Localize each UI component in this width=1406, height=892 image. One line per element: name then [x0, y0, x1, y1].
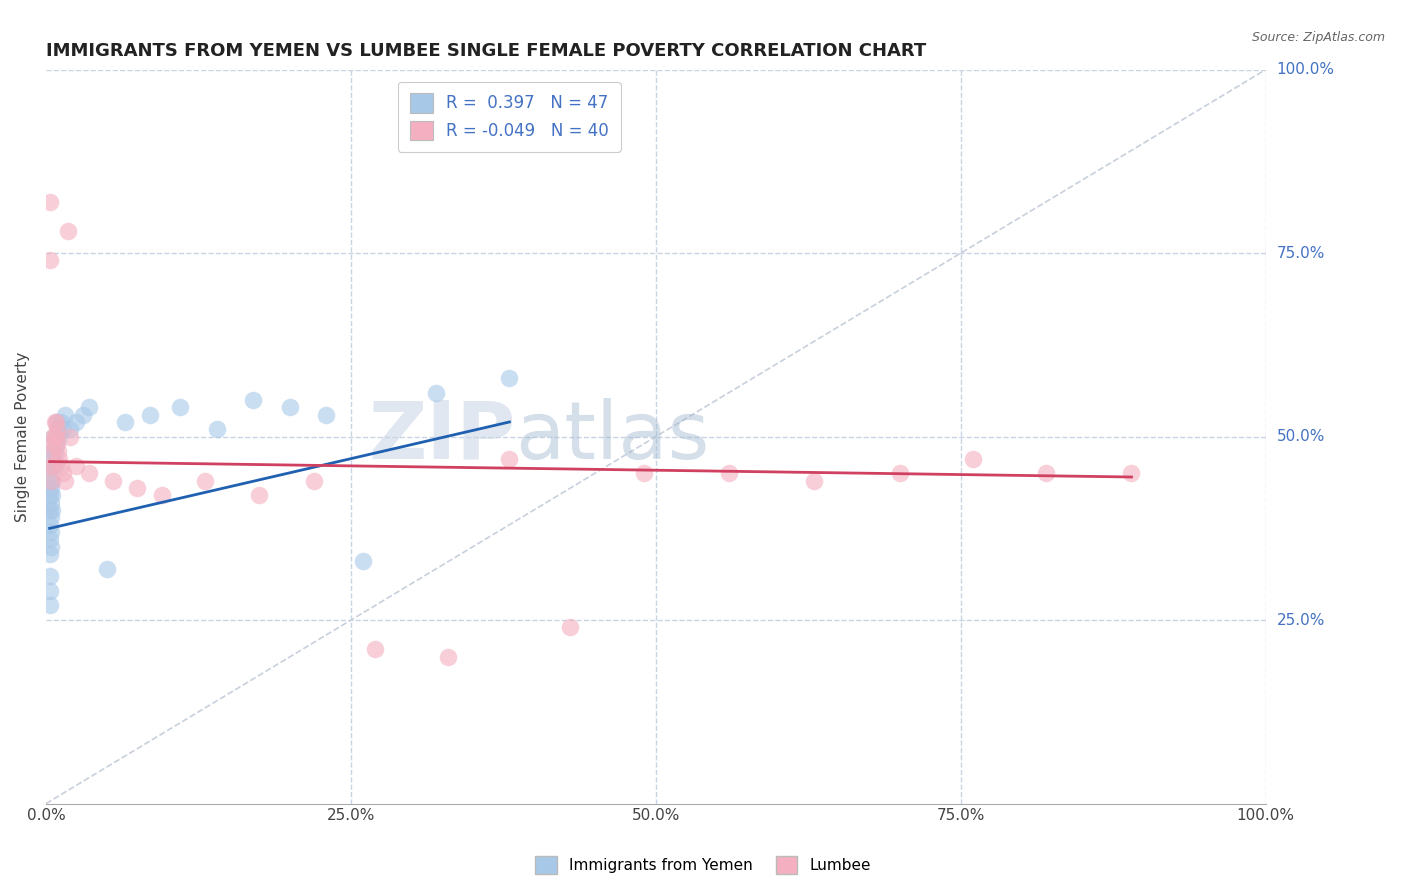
Text: 100.0%: 100.0%: [1277, 62, 1334, 77]
Point: [49, 415, 72, 429]
Point: [44, 429, 66, 443]
Point: [59, 429, 82, 443]
Point: [1121, 467, 1143, 481]
Point: [48, 451, 70, 466]
Point: [169, 401, 191, 415]
Point: [498, 451, 520, 466]
Point: [42, 437, 65, 451]
Point: [1035, 467, 1057, 481]
Point: [41, 458, 63, 473]
Point: [205, 422, 228, 436]
Point: [65, 415, 87, 429]
Point: [46, 444, 69, 458]
Point: [56, 224, 79, 238]
Text: ZIP: ZIP: [368, 398, 516, 475]
Point: [437, 649, 460, 664]
Point: [803, 474, 825, 488]
Point: [41, 444, 63, 458]
Point: [249, 488, 271, 502]
Point: [46, 422, 69, 436]
Point: [39, 481, 62, 495]
Point: [717, 467, 740, 481]
Point: [38, 569, 60, 583]
Point: [560, 620, 582, 634]
Point: [49, 458, 72, 473]
Point: [498, 371, 520, 385]
Point: [52, 422, 75, 436]
Legend: R =  0.397   N = 47, R = -0.049   N = 40: R = 0.397 N = 47, R = -0.049 N = 40: [398, 82, 621, 152]
Point: [77, 401, 100, 415]
Point: [39, 510, 62, 524]
Point: [46, 422, 69, 436]
Point: [41, 488, 63, 502]
Point: [38, 474, 60, 488]
Point: [44, 415, 66, 429]
Point: [38, 253, 60, 268]
Point: [304, 474, 326, 488]
Point: [45, 429, 67, 443]
Point: [114, 415, 136, 429]
Point: [425, 385, 447, 400]
Legend: Immigrants from Yemen, Lumbee: Immigrants from Yemen, Lumbee: [529, 850, 877, 880]
Point: [45, 437, 67, 451]
Point: [42, 429, 65, 443]
Point: [39, 496, 62, 510]
Point: [38, 488, 60, 502]
Point: [42, 451, 65, 466]
Text: atlas: atlas: [516, 398, 710, 475]
Point: [39, 524, 62, 539]
Point: [59, 422, 82, 436]
Text: 25.0%: 25.0%: [1277, 613, 1324, 628]
Y-axis label: Single Female Poverty: Single Female Poverty: [15, 351, 30, 522]
Point: [138, 408, 160, 422]
Point: [315, 408, 337, 422]
Text: Source: ZipAtlas.com: Source: ZipAtlas.com: [1251, 31, 1385, 45]
Point: [72, 408, 94, 422]
Point: [46, 415, 69, 429]
Point: [45, 415, 67, 429]
Point: [101, 474, 124, 488]
Point: [44, 458, 66, 473]
Point: [962, 451, 984, 466]
Text: IMMIGRANTS FROM YEMEN VS LUMBEE SINGLE FEMALE POVERTY CORRELATION CHART: IMMIGRANTS FROM YEMEN VS LUMBEE SINGLE F…: [46, 42, 927, 60]
Point: [193, 474, 215, 488]
Point: [38, 583, 60, 598]
Point: [41, 474, 63, 488]
Point: [127, 481, 149, 495]
Point: [41, 444, 63, 458]
Point: [48, 429, 70, 443]
Point: [889, 467, 911, 481]
Point: [55, 474, 77, 488]
Point: [39, 458, 62, 473]
Point: [364, 642, 387, 657]
Point: [150, 488, 173, 502]
Point: [41, 458, 63, 473]
Point: [38, 517, 60, 532]
Point: [352, 554, 374, 568]
Point: [77, 467, 100, 481]
Point: [55, 408, 77, 422]
Point: [46, 437, 69, 451]
Point: [242, 392, 264, 407]
Point: [96, 562, 118, 576]
Point: [52, 467, 75, 481]
Point: [633, 467, 655, 481]
Point: [39, 458, 62, 473]
Point: [41, 503, 63, 517]
Point: [42, 429, 65, 443]
Point: [38, 503, 60, 517]
Point: [278, 401, 301, 415]
Text: 75.0%: 75.0%: [1277, 245, 1324, 260]
Point: [65, 458, 87, 473]
Point: [39, 540, 62, 554]
Point: [38, 533, 60, 547]
Point: [46, 429, 69, 443]
Point: [39, 474, 62, 488]
Point: [44, 444, 66, 458]
Point: [38, 547, 60, 561]
Point: [38, 194, 60, 209]
Text: 50.0%: 50.0%: [1277, 429, 1324, 444]
Point: [38, 599, 60, 613]
